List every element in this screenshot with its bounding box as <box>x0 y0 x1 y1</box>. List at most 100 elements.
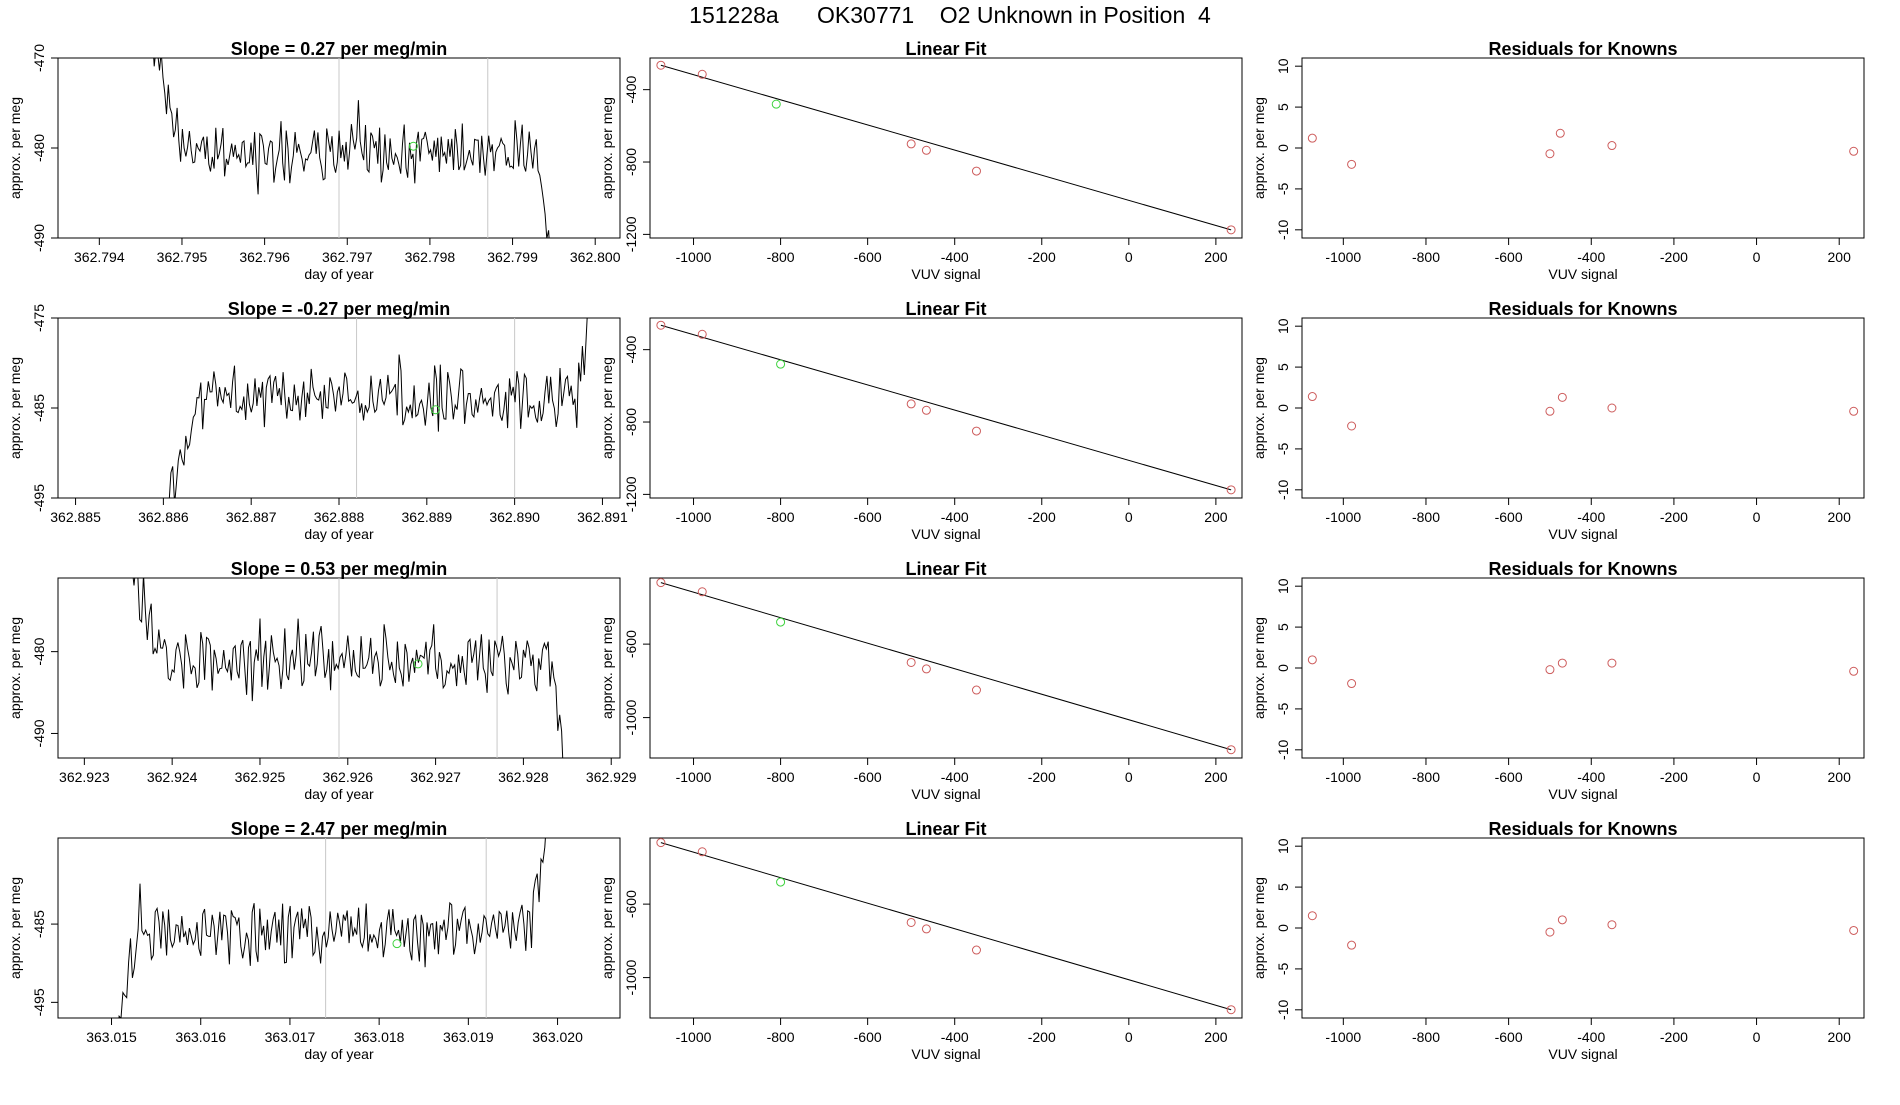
y-tick-label: -600 <box>623 630 639 658</box>
panel-r3-c3: Residuals for Knowns-1000 -800 -600 -400 -20… <box>1251 559 1865 802</box>
y-tick-label: -5 <box>1275 962 1291 975</box>
panel-r1-c3: Residuals for Knowns-1000 -800 -600 -400 -20… <box>1251 39 1865 282</box>
x-tick-label: 362.794 <box>74 249 125 265</box>
known-point <box>1545 927 1555 937</box>
y-axis-label: approx. per meg <box>599 357 615 459</box>
known-point <box>1557 658 1567 668</box>
x-tick-label: 363.019 <box>443 1029 494 1045</box>
known-point <box>1607 920 1617 930</box>
unknown-point <box>413 659 423 669</box>
panel-title: Linear Fit <box>905 299 986 319</box>
known-point <box>1226 745 1236 755</box>
x-tick-label: 362.885 <box>50 509 101 525</box>
x-tick-label: -1000 <box>676 249 712 265</box>
panel-title: Residuals for Knowns <box>1488 559 1677 579</box>
x-tick-label: 362.890 <box>489 509 540 525</box>
panel-title: Slope = 2.47 per meg/min <box>231 819 448 839</box>
x-axis-label: VUV signal <box>911 266 980 282</box>
x-tick-label: 362.925 <box>235 769 286 785</box>
x-tick-label: -800 <box>1412 1029 1440 1045</box>
known-point <box>1226 1005 1236 1015</box>
panel-r2-c3: Residuals for Knowns-1000 -800 -600 -400 -20… <box>1251 299 1865 542</box>
known-point <box>906 399 916 409</box>
x-tick-label: -400 <box>1577 1029 1605 1045</box>
x-tick-label: -600 <box>854 769 882 785</box>
x-tick-label: -800 <box>1412 769 1440 785</box>
y-tick-label: -5 <box>1275 182 1291 195</box>
x-tick-label: 200 <box>1828 509 1852 525</box>
x-tick-label: 362.795 <box>157 249 208 265</box>
panel-title: Slope = 0.53 per meg/min <box>231 559 448 579</box>
x-axis-label: VUV signal <box>1548 1046 1617 1062</box>
y-tick-label: -490 <box>31 224 47 252</box>
x-tick-label: 363.017 <box>265 1029 316 1045</box>
x-axis-label: VUV signal <box>911 526 980 542</box>
y-tick-label: 5 <box>1275 623 1291 631</box>
plot-area <box>1307 392 1859 431</box>
x-tick-label: -200 <box>1660 249 1688 265</box>
y-axis-label: approx. per meg <box>7 877 23 979</box>
panel-r3-c2: Linear Fit -1000 -800 -600 -400 -200 0 200 VUV s… <box>599 559 1243 802</box>
known-point <box>1347 679 1357 689</box>
plot-area <box>1307 911 1859 950</box>
fit-line <box>660 324 1232 491</box>
fit-line <box>660 842 1232 1011</box>
x-tick-label: -1000 <box>1325 249 1361 265</box>
plot-frame <box>1301 57 1865 239</box>
panel-title: Linear Fit <box>905 559 986 579</box>
known-point <box>1607 658 1617 668</box>
x-tick-label: -800 <box>767 509 795 525</box>
known-point <box>1545 406 1555 416</box>
panel-r4-c2: Linear Fit -1000 -800 -600 -400 -200 0 200 VUV s… <box>599 819 1243 1062</box>
known-point <box>971 166 981 176</box>
known-point <box>921 924 931 934</box>
known-point <box>921 405 931 415</box>
plot-frame <box>649 577 1243 759</box>
x-axis-label: VUV signal <box>911 1046 980 1062</box>
y-axis-label: approx. per meg <box>599 877 615 979</box>
x-tick-label: 200 <box>1828 249 1852 265</box>
x-tick-label: 363.020 <box>532 1029 583 1045</box>
y-axis-label: approx. per meg <box>1251 617 1267 719</box>
x-tick-label: 0 <box>1753 1029 1761 1045</box>
known-point <box>1347 940 1357 950</box>
y-tick-label: -495 <box>31 988 47 1016</box>
panel-r1-c1: Slope = 0.27 per meg/min 362.794 362.795 36… <box>7 39 621 282</box>
x-tick-label: -600 <box>1495 1029 1523 1045</box>
x-tick-label: 0 <box>1753 509 1761 525</box>
x-tick-label: 200 <box>1204 769 1228 785</box>
known-point <box>906 917 916 927</box>
x-axis-label: day of year <box>304 266 374 282</box>
x-tick-label: 362.799 <box>487 249 538 265</box>
y-axis-label: approx. per meg <box>1251 357 1267 459</box>
known-point <box>656 838 666 848</box>
x-tick-label: -400 <box>941 249 969 265</box>
y-tick-label: -485 <box>31 394 47 422</box>
y-axis-label: approx. per meg <box>7 97 23 199</box>
x-axis-label: VUV signal <box>1548 526 1617 542</box>
plot-frame <box>1301 317 1865 499</box>
panel-r2-c2: Linear Fit -1000 -800 -600 -400 -200 0 200 VUV s… <box>599 299 1243 542</box>
x-tick-label: -400 <box>941 1029 969 1045</box>
x-tick-label: -800 <box>767 769 795 785</box>
y-tick-label: -1200 <box>623 476 639 512</box>
x-axis-label: day of year <box>304 786 374 802</box>
x-tick-label: 362.800 <box>570 249 621 265</box>
plot-area <box>153 58 550 238</box>
x-tick-label: -200 <box>1660 509 1688 525</box>
plot-area <box>1307 655 1859 689</box>
x-tick-label: -1000 <box>1325 1029 1361 1045</box>
y-tick-label: -10 <box>1275 219 1291 239</box>
x-tick-label: -200 <box>1660 769 1688 785</box>
known-point <box>1849 146 1859 156</box>
plot-frame <box>649 317 1243 499</box>
plot-area <box>118 838 546 1018</box>
x-tick-label: -400 <box>1577 249 1605 265</box>
unknown-point <box>771 99 781 109</box>
panel-r3-c1: Slope = 0.53 per meg/min 362.923 362.924 36… <box>7 559 637 802</box>
y-tick-label: 10 <box>1275 838 1291 854</box>
x-tick-label: -600 <box>854 509 882 525</box>
x-tick-label: -600 <box>854 249 882 265</box>
known-point <box>656 60 666 70</box>
plot-area <box>656 60 1236 235</box>
